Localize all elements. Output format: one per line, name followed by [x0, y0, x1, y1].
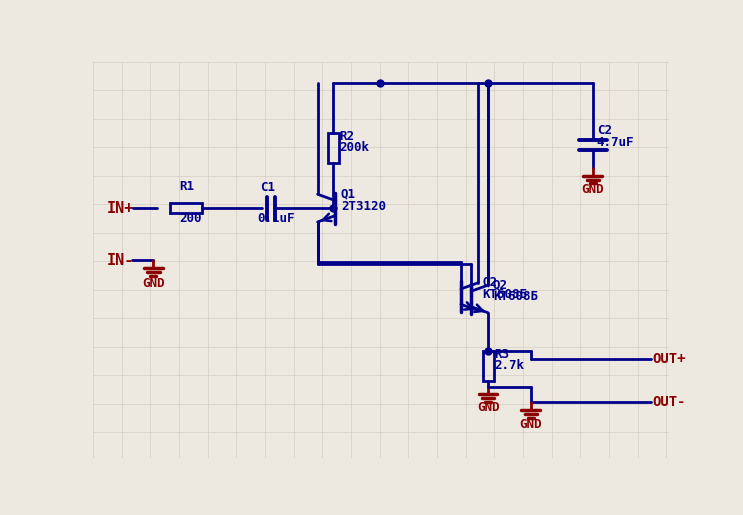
- Text: IN+: IN+: [107, 201, 134, 216]
- Text: GND: GND: [477, 401, 499, 415]
- Text: Q2: Q2: [483, 276, 498, 289]
- Text: R3: R3: [494, 348, 509, 361]
- Text: 0.1uF: 0.1uF: [257, 212, 295, 225]
- Text: КТ608Б: КТ608Б: [483, 288, 528, 301]
- Text: C2: C2: [597, 124, 611, 137]
- Text: 2.7k: 2.7k: [494, 359, 525, 372]
- Text: Q2: Q2: [493, 278, 507, 291]
- Text: R1: R1: [180, 180, 195, 193]
- Bar: [169, 203, 202, 214]
- Text: OUT+: OUT+: [652, 352, 686, 366]
- Text: GND: GND: [519, 418, 542, 431]
- Text: OUT-: OUT-: [652, 395, 686, 409]
- Text: 200: 200: [180, 212, 202, 225]
- Text: GND: GND: [582, 183, 604, 196]
- Bar: [328, 133, 339, 163]
- Text: C1: C1: [260, 181, 275, 194]
- Text: IN-: IN-: [107, 253, 134, 268]
- Text: GND: GND: [142, 277, 165, 289]
- Text: 4.7uF: 4.7uF: [597, 136, 634, 149]
- Text: КТ608Б: КТ608Б: [493, 290, 538, 303]
- Text: 200k: 200k: [340, 141, 369, 154]
- Text: 2T3120: 2T3120: [341, 200, 386, 213]
- Text: R2: R2: [340, 130, 354, 143]
- Bar: [483, 351, 493, 381]
- Text: Q1: Q1: [341, 187, 356, 200]
